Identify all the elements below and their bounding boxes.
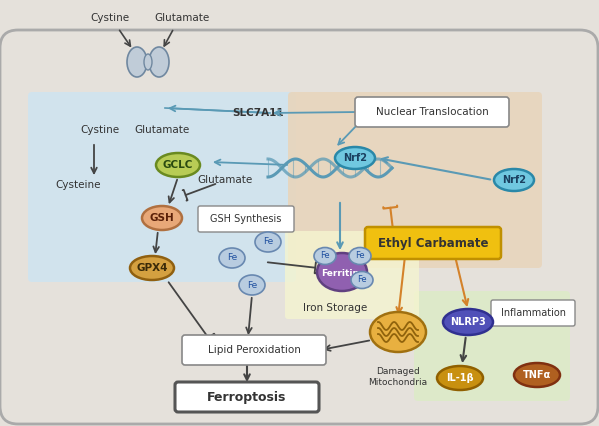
Ellipse shape [514, 363, 560, 387]
FancyBboxPatch shape [491, 300, 575, 326]
Text: Lipid Peroxidation: Lipid Peroxidation [208, 345, 301, 355]
Ellipse shape [127, 47, 147, 77]
Text: Ferroptosis: Ferroptosis [207, 391, 287, 403]
FancyBboxPatch shape [182, 335, 326, 365]
Ellipse shape [437, 366, 483, 390]
Text: Cystine: Cystine [80, 125, 120, 135]
Text: Ethyl Carbamate: Ethyl Carbamate [378, 236, 488, 250]
Ellipse shape [349, 248, 371, 265]
Text: Cysteine: Cysteine [55, 180, 101, 190]
Text: GPX4: GPX4 [136, 263, 168, 273]
Text: NLRP3: NLRP3 [450, 317, 486, 327]
Ellipse shape [219, 248, 245, 268]
FancyBboxPatch shape [355, 97, 509, 127]
Text: Fe: Fe [355, 251, 365, 261]
Text: GSH: GSH [150, 213, 174, 223]
Text: Fe: Fe [357, 276, 367, 285]
Text: TNFα: TNFα [523, 370, 551, 380]
Text: Iron Storage: Iron Storage [303, 303, 367, 313]
Text: Fe: Fe [227, 253, 237, 262]
Text: Fe: Fe [320, 251, 330, 261]
FancyBboxPatch shape [288, 92, 542, 268]
Text: Fe: Fe [263, 238, 273, 247]
Ellipse shape [130, 256, 174, 280]
Text: SLC7A11: SLC7A11 [232, 108, 283, 118]
FancyBboxPatch shape [414, 291, 570, 401]
Text: Glutamate: Glutamate [134, 125, 190, 135]
Ellipse shape [142, 206, 182, 230]
Text: Glutamate: Glutamate [198, 175, 253, 185]
Text: Ferritin: Ferritin [321, 268, 359, 277]
Ellipse shape [335, 147, 375, 169]
Ellipse shape [149, 47, 169, 77]
Ellipse shape [443, 309, 493, 335]
Ellipse shape [494, 169, 534, 191]
Text: Nuclear Translocation: Nuclear Translocation [376, 107, 488, 117]
Text: Nrf2: Nrf2 [502, 175, 526, 185]
Text: Nrf2: Nrf2 [343, 153, 367, 163]
Ellipse shape [317, 253, 367, 291]
Text: Glutamate: Glutamate [155, 13, 210, 23]
Text: Inflammation: Inflammation [501, 308, 565, 318]
Text: GCLC: GCLC [163, 160, 193, 170]
FancyBboxPatch shape [198, 206, 294, 232]
Text: IL-1β: IL-1β [446, 373, 474, 383]
Ellipse shape [239, 275, 265, 295]
FancyBboxPatch shape [365, 227, 501, 259]
Ellipse shape [156, 153, 200, 177]
Ellipse shape [255, 232, 281, 252]
Ellipse shape [370, 312, 426, 352]
Text: Fe: Fe [247, 280, 257, 290]
FancyBboxPatch shape [0, 30, 598, 424]
Text: Damaged
Mitochondria: Damaged Mitochondria [368, 367, 428, 387]
FancyBboxPatch shape [28, 92, 296, 282]
Text: Cystine: Cystine [90, 13, 129, 23]
FancyBboxPatch shape [175, 382, 319, 412]
FancyBboxPatch shape [285, 231, 419, 319]
Ellipse shape [351, 271, 373, 288]
Ellipse shape [144, 54, 152, 70]
Text: GSH Synthesis: GSH Synthesis [210, 214, 282, 224]
Ellipse shape [314, 248, 336, 265]
